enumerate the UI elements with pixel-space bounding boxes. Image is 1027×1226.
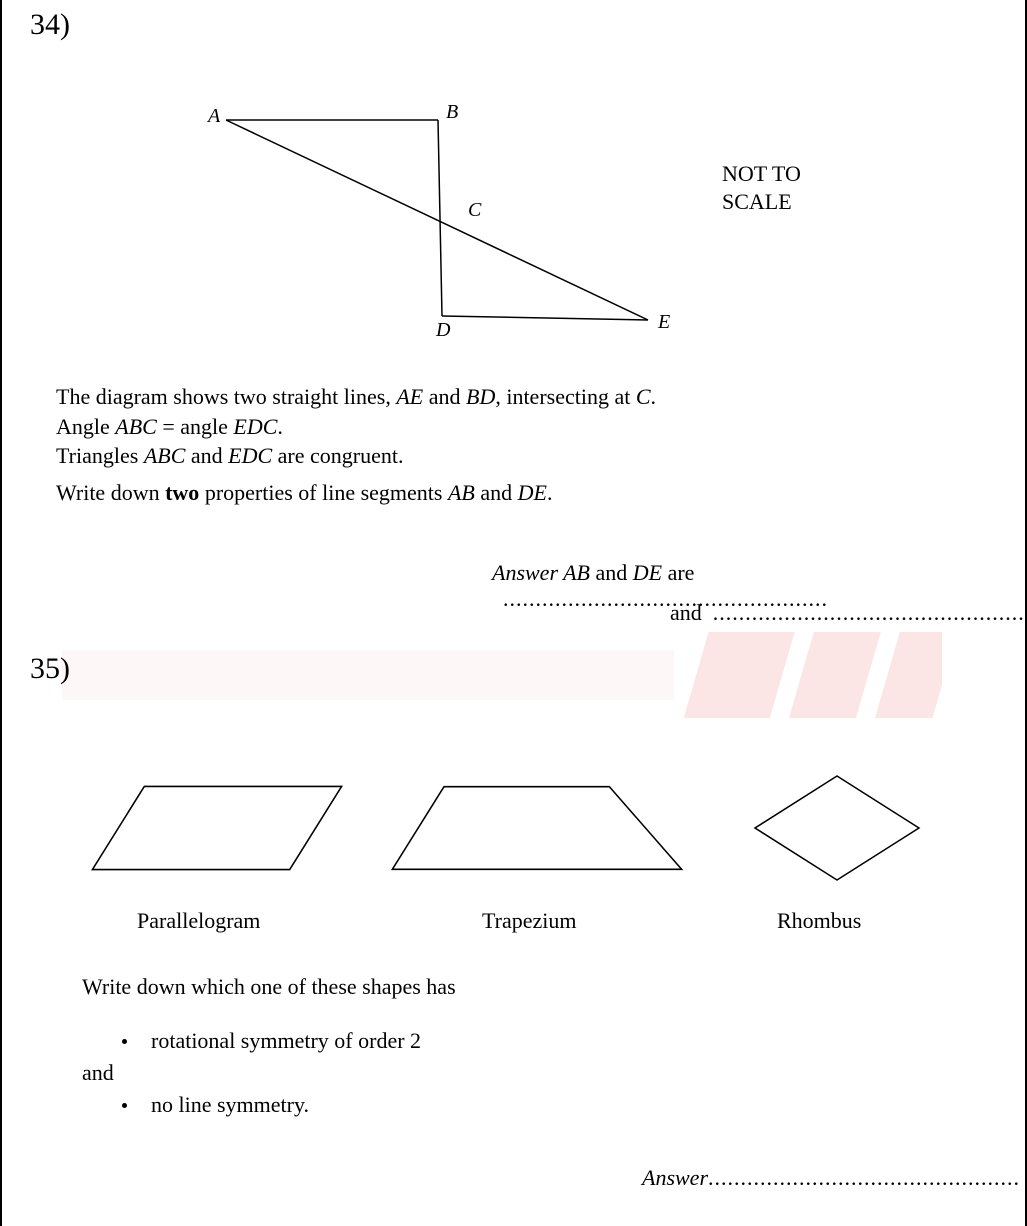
- q35-answer-dots[interactable]: ........................................…: [708, 1165, 1020, 1190]
- q34-answer-dots-2[interactable]: ........................................…: [713, 600, 1027, 625]
- q35-instruction: Write down which one of these shapes has: [82, 974, 456, 1000]
- bullet-icon: [122, 1039, 127, 1044]
- worksheet-page: 34) ABCDE NOT TO SCALE The diagram shows…: [0, 0, 1027, 1226]
- q34-instruction: Write down two properties of line segmen…: [56, 480, 552, 506]
- q35-bullet-2-text: no line symmetry.: [151, 1092, 309, 1118]
- q35-answer-line: Answer..................................…: [642, 1165, 1020, 1191]
- q35-shapes-row: [82, 768, 942, 898]
- bullet-icon: [122, 1103, 127, 1108]
- svg-text:E: E: [657, 311, 670, 333]
- q35-bullet-2: no line symmetry.: [82, 1092, 421, 1118]
- q35-bullets: rotational symmetry of order 2 and no li…: [82, 1022, 421, 1124]
- svg-text:B: B: [446, 101, 458, 123]
- shape-rhombus: [742, 768, 932, 888]
- q35-answer-label: Answer: [642, 1165, 708, 1190]
- not-to-scale-note: NOT TO SCALE: [722, 160, 801, 215]
- svg-text:A: A: [206, 105, 221, 127]
- not-to-scale-line1: NOT TO: [722, 160, 801, 188]
- q34-and-label: and: [670, 600, 702, 625]
- label-trapezium: Trapezium: [482, 908, 577, 934]
- q34-answer-prefix: Answer AB and DE are: [492, 560, 694, 585]
- q35-bullet-1: rotational symmetry of order 2: [82, 1028, 421, 1054]
- q35-bullet-1-text: rotational symmetry of order 2: [151, 1028, 421, 1054]
- q35-number: 35): [30, 652, 70, 686]
- watermark-banner: [62, 625, 942, 725]
- label-parallelogram: Parallelogram: [137, 908, 260, 934]
- q35-and: and: [82, 1060, 421, 1086]
- svg-text:C: C: [468, 199, 482, 221]
- label-rhombus: Rhombus: [777, 908, 861, 934]
- q34-description: The diagram shows two straight lines, AE…: [56, 382, 976, 471]
- shape-trapezium: [382, 768, 692, 888]
- svg-text:D: D: [435, 319, 451, 341]
- q34-diagram: A B C D E: [2, 0, 702, 360]
- shape-parallelogram: [82, 768, 352, 888]
- q34-answer-line-2: and ....................................…: [670, 600, 1027, 626]
- not-to-scale-line2: SCALE: [722, 188, 801, 216]
